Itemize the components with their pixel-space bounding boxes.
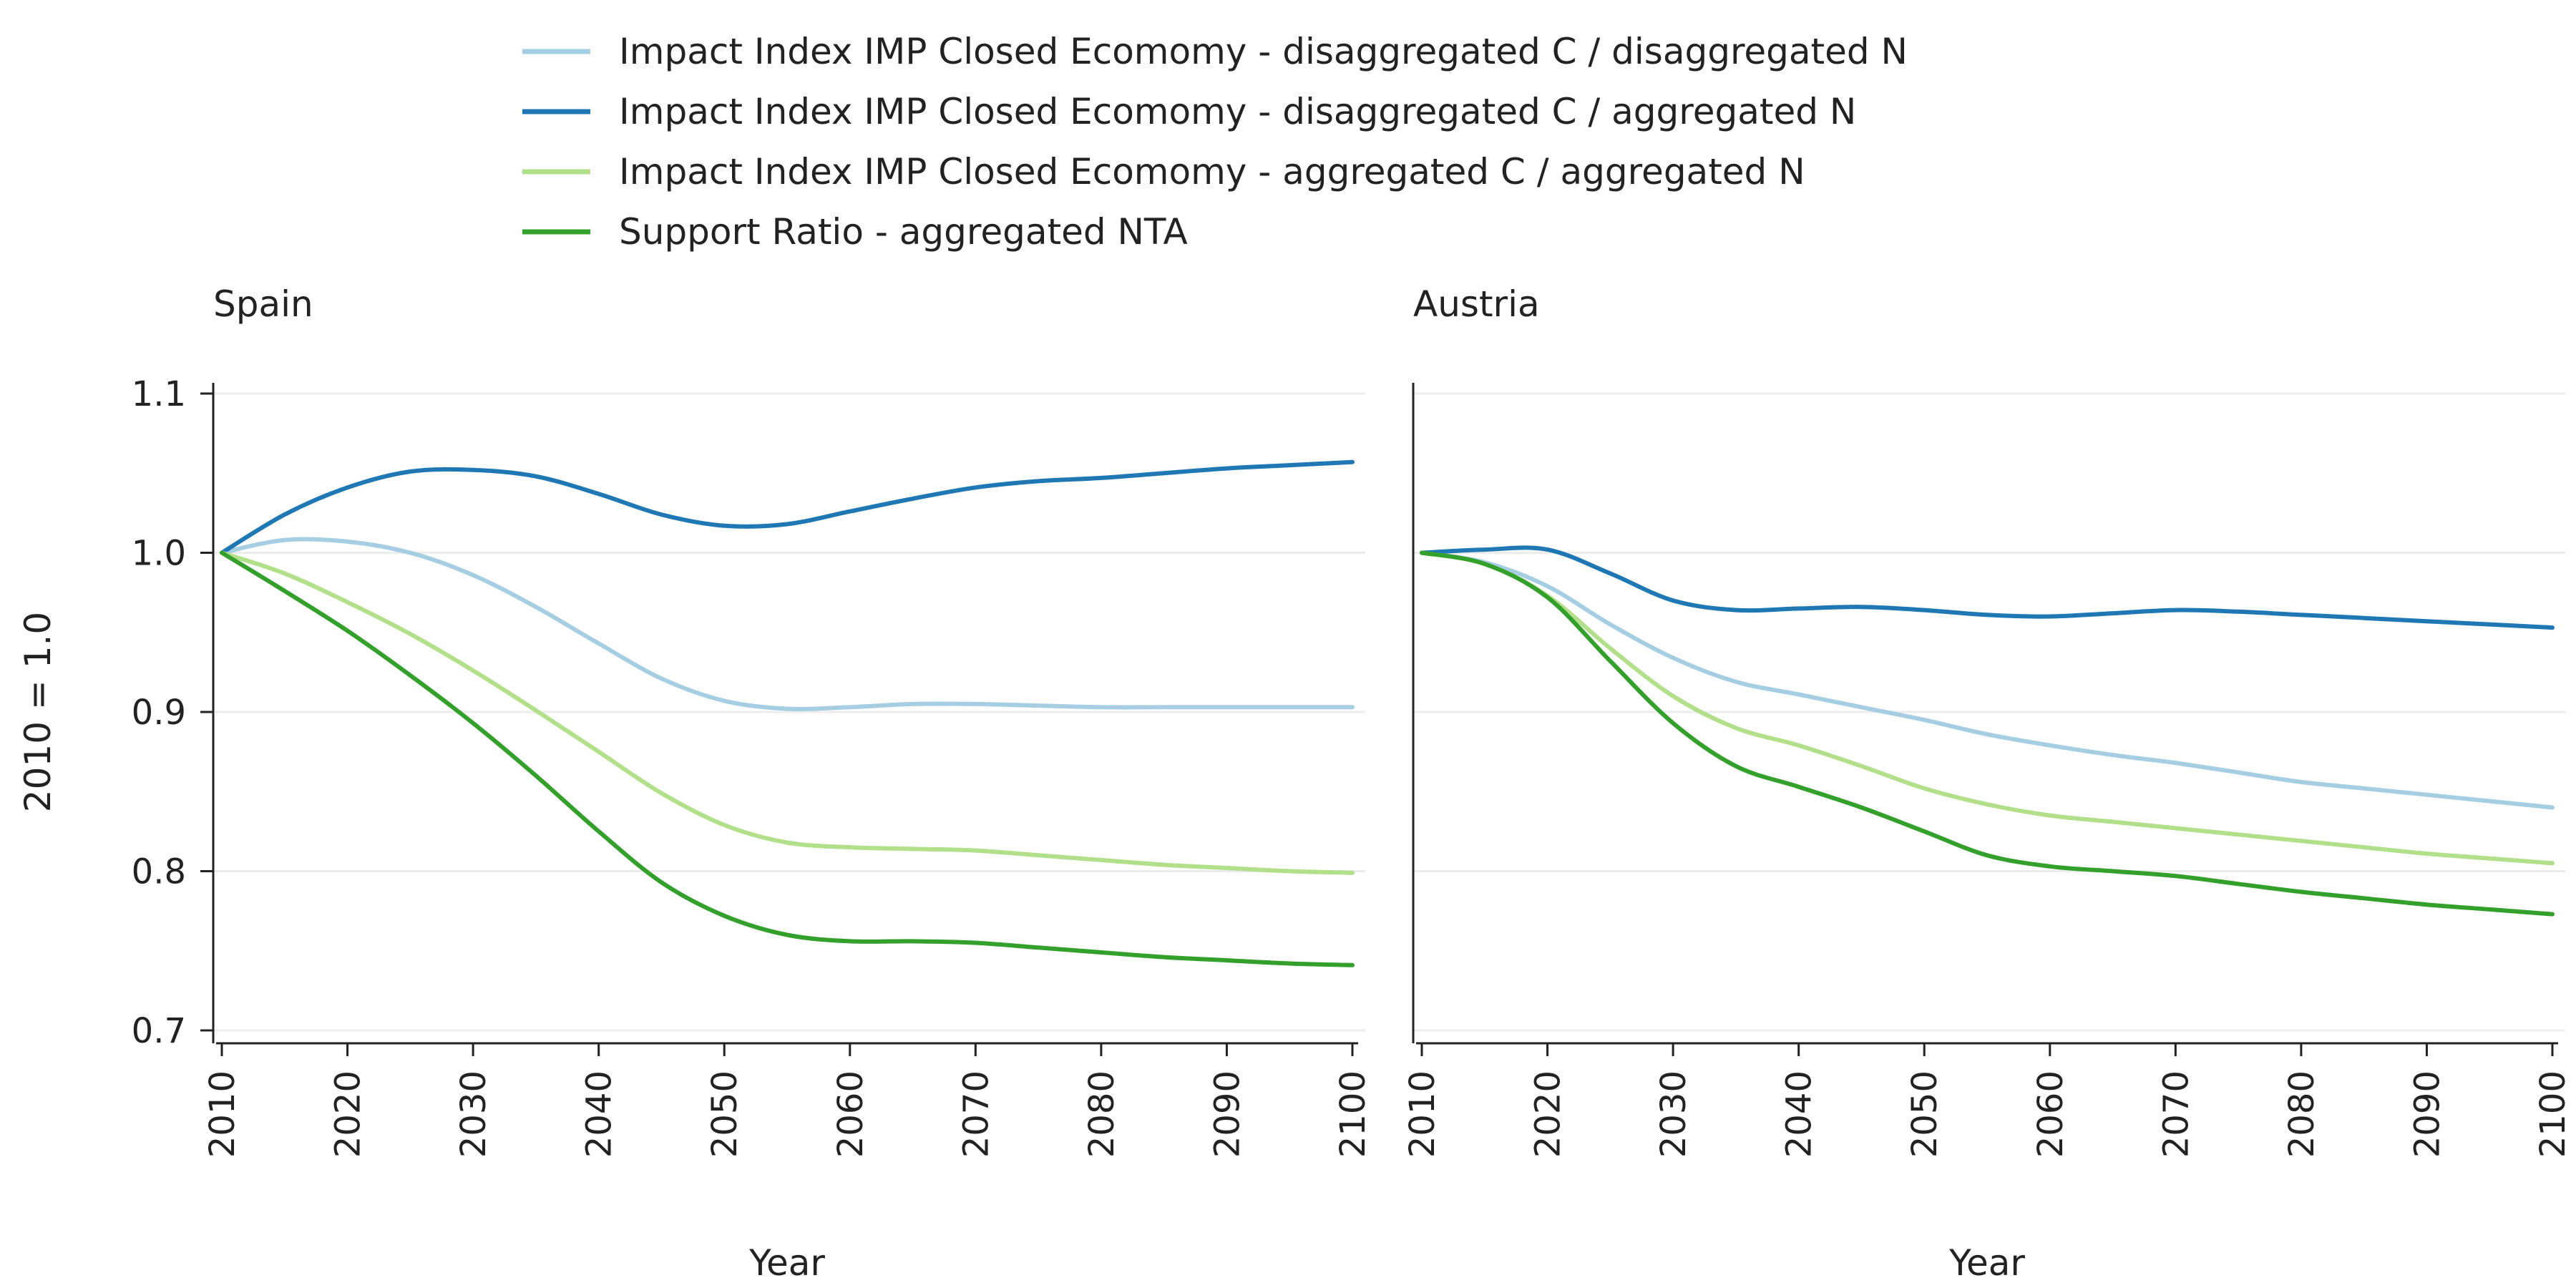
x-tick-label-austria-2030: 2030	[1654, 1070, 1694, 1158]
y-tick-label-1-1: 1.1	[132, 374, 186, 414]
y-tick-label-0-8: 0.8	[132, 852, 186, 892]
panel-title-spain: Spain	[213, 283, 313, 325]
x-tick-label-austria-2050: 2050	[1905, 1070, 1945, 1158]
panel-spain: Spain 0.7 0.8 0.9 1.0 1.1 2010 2020 2030 2040 2050…	[132, 283, 1373, 1284]
y-axis-title: 2010 = 1.0	[17, 612, 59, 812]
y-axis-title-group: 2010 = 1.0	[17, 612, 59, 812]
x-tick-label-spain-2060: 2060	[831, 1070, 871, 1158]
series-line-spain-2	[220, 459, 1355, 555]
x-tick-label-austria-2060: 2060	[2031, 1070, 2071, 1158]
series-line-austria-4	[1420, 550, 2555, 917]
legend-item-1: Impact Index IMP Closed Ecomomy - disagg…	[522, 31, 1908, 72]
series-line-austria-3	[1420, 550, 2555, 866]
x-tick-label-spain-2020: 2020	[328, 1070, 369, 1158]
x-tick-label-austria-2010: 2010	[1402, 1070, 1443, 1158]
x-tick-label-spain-2030: 2030	[454, 1070, 494, 1158]
x-tick-label-spain-2080: 2080	[1082, 1070, 1122, 1158]
x-axis-title-spain: Year	[748, 1242, 825, 1284]
series-line-austria-1	[1420, 550, 2555, 810]
legend-label-3: Impact Index IMP Closed Ecomomy - aggreg…	[619, 151, 1805, 192]
panel-austria: Austria 2010 2020 2030 2040 2050 2060 2070 2080 2…	[1402, 283, 2573, 1284]
x-tick-label-spain-2040: 2040	[580, 1070, 620, 1158]
x-tick-label-spain-2100: 2100	[1333, 1070, 1373, 1158]
legend-label-2: Impact Index IMP Closed Ecomomy - disagg…	[619, 91, 1856, 132]
x-tick-label-austria-2080: 2080	[2282, 1070, 2322, 1158]
panels: Spain 0.7 0.8 0.9 1.0 1.1 2010 2020 2030 2040 2050…	[132, 283, 2573, 1284]
legend-item-3: Impact Index IMP Closed Ecomomy - aggreg…	[522, 151, 1805, 192]
panel-title-austria: Austria	[1413, 283, 1540, 325]
x-tick-label-spain-2050: 2050	[705, 1070, 745, 1158]
y-tick-label-1-0: 1.0	[132, 534, 186, 574]
x-tick-label-austria-2070: 2070	[2156, 1070, 2196, 1158]
x-tick-label-austria-2100: 2100	[2533, 1070, 2573, 1158]
x-tick-label-spain-2090: 2090	[1207, 1070, 1247, 1158]
x-tick-label-spain-2010: 2010	[203, 1070, 243, 1158]
y-tick-label-0-9: 0.9	[132, 693, 186, 733]
x-tick-label-austria-2090: 2090	[2407, 1070, 2447, 1158]
x-axis-title-austria: Year	[1948, 1242, 2025, 1284]
x-tick-label-austria-2020: 2020	[1528, 1070, 1568, 1158]
x-tick-label-spain-2070: 2070	[956, 1070, 996, 1158]
legend-label-1: Impact Index IMP Closed Ecomomy - disagg…	[619, 31, 1908, 72]
legend: Impact Index IMP Closed Ecomomy - disagg…	[522, 31, 1908, 253]
legend-item-2: Impact Index IMP Closed Ecomomy - disagg…	[522, 91, 1856, 132]
series-line-spain-4	[220, 550, 1355, 967]
x-tick-label-austria-2040: 2040	[1780, 1070, 1820, 1158]
series-line-spain-3	[220, 550, 1355, 875]
legend-item-4: Support Ratio - aggregated NTA	[522, 211, 1188, 253]
legend-label-4: Support Ratio - aggregated NTA	[619, 211, 1188, 253]
series-line-spain-1	[220, 537, 1355, 711]
series-line-austria-2	[1420, 545, 2555, 630]
y-tick-label-0-7: 0.7	[132, 1011, 186, 1051]
